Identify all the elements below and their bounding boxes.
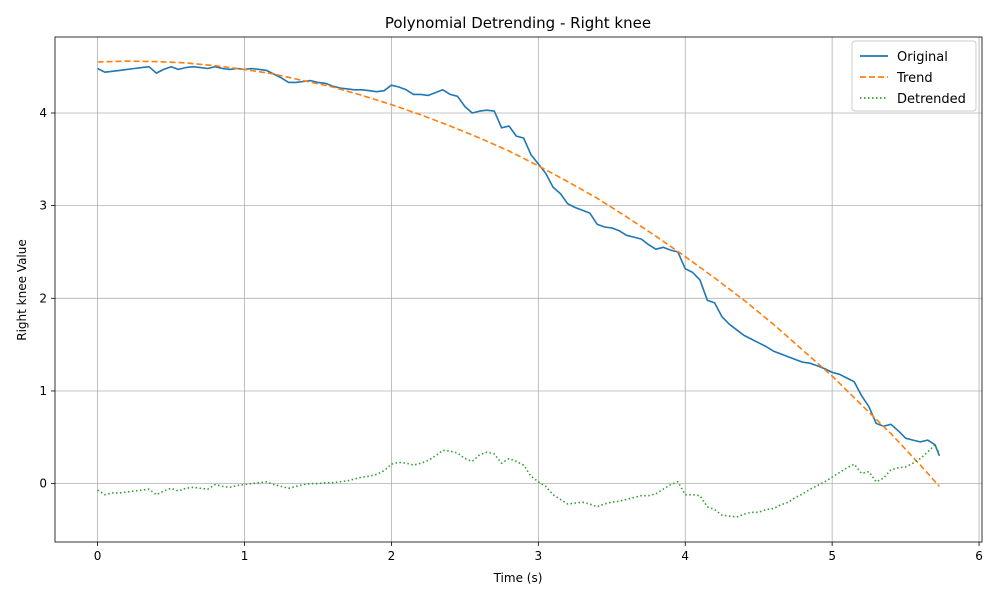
legend-box (851, 40, 977, 112)
axis-ticks: 0 1 2 3 4 5 6 0 1 2 3 4 (39, 106, 983, 563)
series-line-original (97, 65, 941, 457)
y-axis-title: Right knee Value (15, 239, 29, 341)
y-tick-label: 2 (39, 291, 47, 305)
x-tick-label: 6 (975, 549, 983, 563)
y-tick-label: 1 (39, 384, 47, 398)
y-tick-label: 4 (39, 106, 47, 120)
grid-lines (55, 37, 982, 542)
plot-frame (54, 36, 983, 543)
y-tick-label: 0 (39, 477, 47, 491)
series-line-detrended (97, 443, 941, 518)
chart-title: Polynomial Detrending - Right knee (385, 14, 651, 32)
x-tick-label: 5 (828, 549, 836, 563)
legend-label-original: Original (897, 50, 948, 65)
legend: Original Trend Detrended (851, 40, 977, 112)
legend-label-detrended: Detrended (897, 92, 966, 107)
legend-label-trend: Trend (896, 71, 933, 86)
x-tick-label: 2 (388, 549, 396, 563)
x-tick-label: 3 (535, 549, 543, 563)
y-tick-label: 3 (39, 199, 47, 213)
x-axis-title: Time (s) (493, 571, 543, 585)
plot-lines (97, 60, 941, 518)
x-tick-label: 0 (94, 549, 102, 563)
x-tick-label: 1 (241, 549, 249, 563)
x-tick-label: 4 (681, 549, 689, 563)
series-line-trend (97, 60, 940, 487)
